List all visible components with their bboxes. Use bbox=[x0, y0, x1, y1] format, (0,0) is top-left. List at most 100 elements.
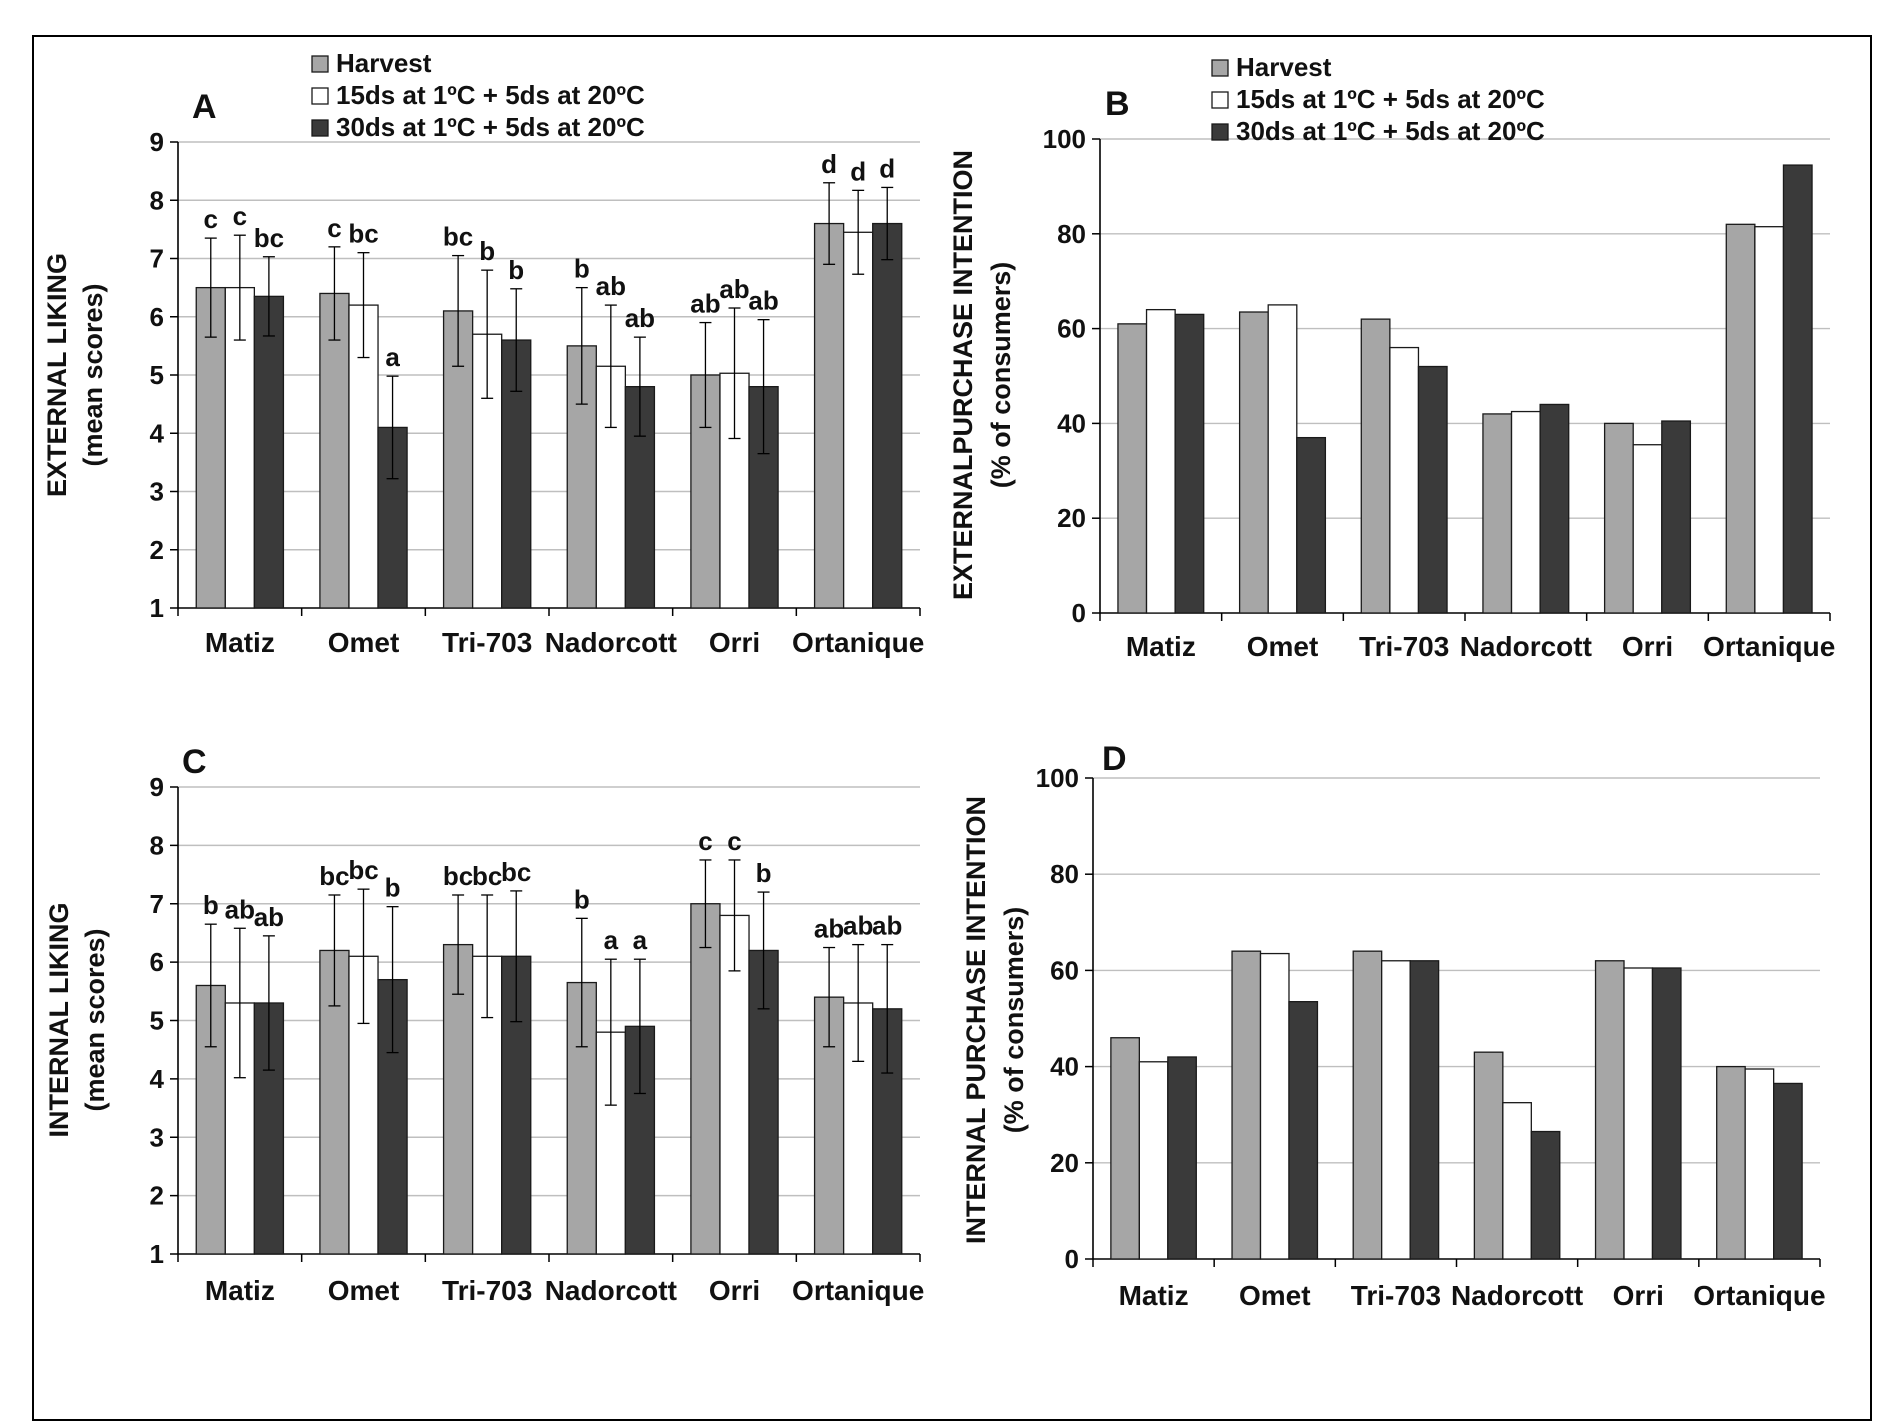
bar bbox=[195, 286, 226, 609]
significance-label: b bbox=[508, 255, 524, 285]
panel-letter: B bbox=[1105, 85, 1130, 123]
x-category-label: Omet bbox=[328, 1275, 400, 1306]
bar bbox=[1510, 410, 1541, 614]
x-category-label: Nadorcott bbox=[1451, 1280, 1583, 1311]
significance-label: ab bbox=[225, 894, 255, 924]
significance-label: ab bbox=[690, 289, 720, 319]
y-tick-label: 100 bbox=[1036, 763, 1079, 793]
bar bbox=[1530, 1130, 1561, 1260]
panel-letter: A bbox=[192, 88, 217, 126]
significance-label: a bbox=[604, 925, 619, 955]
legend-swatch bbox=[311, 119, 329, 137]
x-category-label: Matiz bbox=[1126, 631, 1196, 662]
x-category-label: Ortanique bbox=[792, 627, 924, 658]
y-tick-label: 4 bbox=[150, 418, 165, 448]
significance-label: c bbox=[327, 213, 341, 243]
significance-label: ab bbox=[719, 274, 749, 304]
bar bbox=[1267, 304, 1298, 614]
x-category-label: Orri bbox=[1613, 1280, 1664, 1311]
x-category-label: Tri-703 bbox=[442, 627, 532, 658]
significance-label: ab bbox=[814, 914, 844, 944]
x-category-label: Tri-703 bbox=[1351, 1280, 1441, 1311]
bar bbox=[1632, 444, 1663, 614]
significance-label: ab bbox=[596, 271, 626, 301]
bar bbox=[1623, 967, 1654, 1260]
bar bbox=[224, 286, 256, 609]
y-tick-label: 3 bbox=[150, 477, 164, 507]
legend-swatch bbox=[311, 87, 329, 105]
bar bbox=[1417, 365, 1448, 614]
significance-label: ab bbox=[843, 911, 873, 941]
y-axis-subtitle: (mean scores) bbox=[78, 283, 108, 466]
significance-label: b bbox=[574, 884, 590, 914]
y-axis-subtitle: (mean scores) bbox=[80, 928, 110, 1111]
x-category-label: Nadorcott bbox=[545, 1275, 677, 1306]
legend-label: Harvest bbox=[1236, 52, 1332, 82]
bar bbox=[1773, 1082, 1803, 1260]
bar bbox=[1603, 422, 1634, 614]
bar bbox=[1651, 967, 1682, 1260]
bar bbox=[1482, 413, 1513, 614]
y-tick-label: 8 bbox=[150, 185, 164, 215]
x-category-label: Tri-703 bbox=[442, 1275, 532, 1306]
significance-label: bc bbox=[254, 223, 284, 253]
y-tick-label: 20 bbox=[1057, 503, 1086, 533]
bar bbox=[319, 292, 350, 609]
y-axis-subtitle: (% of consumers) bbox=[986, 262, 1016, 489]
bar bbox=[1145, 308, 1176, 614]
legend-swatch bbox=[311, 55, 329, 73]
x-category-label: Matiz bbox=[1119, 1280, 1189, 1311]
significance-label: d bbox=[821, 149, 837, 179]
x-category-label: Nadorcott bbox=[545, 627, 677, 658]
y-tick-label: 2 bbox=[150, 535, 164, 565]
bar bbox=[1754, 226, 1785, 614]
significance-label: bc bbox=[319, 861, 349, 891]
chart-panel-d: 0 20 40 60 80 100 Matiz Omet Tri-703 Nadorcott Orr… bbox=[961, 740, 1826, 1311]
x-category-label: Matiz bbox=[205, 1275, 275, 1306]
x-category-label: Omet bbox=[1247, 631, 1319, 662]
x-category-label: Tri-703 bbox=[1359, 631, 1449, 662]
y-tick-label: 9 bbox=[150, 772, 164, 802]
bar bbox=[1744, 1068, 1775, 1260]
bar bbox=[813, 222, 845, 609]
significance-label: bc bbox=[443, 861, 473, 891]
legend-swatch bbox=[1211, 123, 1229, 141]
x-category-label: Orri bbox=[1622, 631, 1673, 662]
significance-label: d bbox=[850, 156, 866, 186]
figure-frame bbox=[32, 35, 1872, 1421]
y-tick-label: 8 bbox=[150, 830, 164, 860]
significance-label: a bbox=[385, 342, 400, 372]
y-tick-label: 3 bbox=[150, 1122, 164, 1152]
bar bbox=[1117, 323, 1148, 614]
bar bbox=[253, 295, 285, 609]
y-tick-label: 1 bbox=[150, 1239, 164, 1269]
bar bbox=[1231, 950, 1262, 1260]
y-tick-label: 2 bbox=[150, 1181, 164, 1211]
bar bbox=[1389, 346, 1420, 614]
legend-label: 15ds at 1ºC + 5ds at 20ºC bbox=[336, 80, 645, 110]
y-tick-label: 9 bbox=[150, 127, 164, 157]
bar bbox=[1594, 960, 1625, 1260]
significance-label: c bbox=[727, 826, 741, 856]
significance-label: ab bbox=[625, 303, 655, 333]
y-axis-title: EXTERNAL LIKING bbox=[42, 253, 72, 497]
bar bbox=[1174, 313, 1205, 614]
bar bbox=[1259, 952, 1290, 1260]
bar bbox=[1725, 223, 1756, 614]
x-category-label: Orri bbox=[709, 627, 760, 658]
bar bbox=[1352, 950, 1383, 1260]
significance-label: d bbox=[879, 153, 895, 183]
bar bbox=[1661, 420, 1692, 614]
y-tick-label: 20 bbox=[1050, 1148, 1079, 1178]
y-tick-label: 80 bbox=[1057, 219, 1086, 249]
y-tick-label: 0 bbox=[1072, 598, 1086, 628]
legend-label: 30ds at 1ºC + 5ds at 20ºC bbox=[1236, 116, 1545, 146]
significance-label: a bbox=[633, 925, 648, 955]
x-category-label: Ortanique bbox=[792, 1275, 924, 1306]
y-axis-title: EXTERNALPURCHASE INTENTION bbox=[948, 150, 978, 600]
x-category-label: Omet bbox=[328, 627, 400, 658]
significance-label: bc bbox=[472, 861, 502, 891]
